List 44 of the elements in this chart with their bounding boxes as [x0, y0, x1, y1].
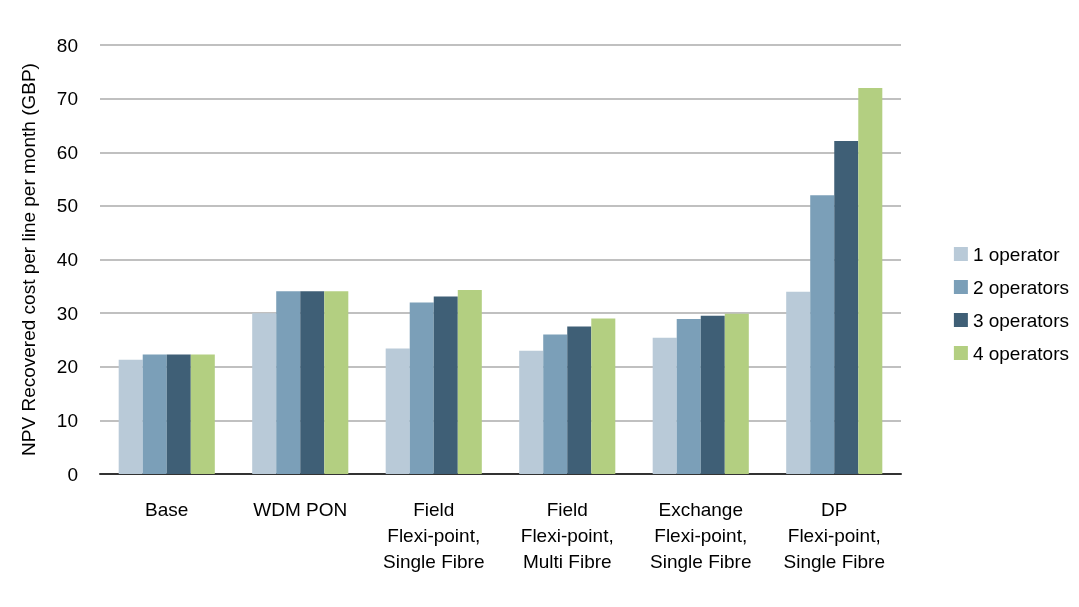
bar: [300, 291, 325, 474]
bar: [385, 348, 410, 474]
bar: [858, 87, 883, 474]
legend-label: 3 operators: [972, 309, 1070, 331]
bar: [676, 319, 701, 474]
bar: [433, 296, 458, 474]
bar: [166, 354, 191, 474]
legend-label: 1 operator: [972, 243, 1061, 265]
y-tick-label: 70: [56, 88, 78, 110]
x-tick-label: Base: [145, 498, 189, 520]
bar: [652, 337, 677, 474]
bar: [276, 291, 301, 474]
bar: [190, 354, 215, 474]
y-tick-label: 20: [56, 356, 78, 378]
y-tick-label: 40: [56, 249, 78, 270]
y-tick-label: 80: [56, 34, 78, 56]
x-tick-label: Exchange Flexi-point, Single Fibre: [650, 498, 752, 572]
y-tick-label: 0: [67, 463, 78, 485]
legend-label: 4 operators: [972, 342, 1070, 364]
y-axis-title: NPV Recovered cost per line per month (GBP): [18, 63, 39, 456]
bar: [118, 359, 143, 474]
bar: [834, 140, 859, 474]
bar: [810, 195, 835, 474]
y-tick-label: 30: [56, 302, 78, 324]
x-tick-label: Field Flexi-point, Single Fibre: [383, 498, 485, 572]
bar: [543, 334, 568, 474]
x-tick-label: WDM PON: [253, 498, 348, 520]
bar: [591, 318, 616, 474]
x-tick-label: Field Flexi-point, Multi Fibre: [520, 498, 614, 572]
bar: [457, 290, 482, 474]
bar: [519, 350, 544, 474]
bar: [142, 354, 167, 474]
bar: [724, 313, 749, 474]
y-tick-label: 60: [56, 141, 78, 163]
bar: [409, 302, 434, 474]
bar: [324, 291, 349, 474]
y-tick-label: 50: [56, 195, 78, 217]
bar: [252, 313, 277, 474]
bar: [567, 326, 592, 474]
bar: [700, 315, 725, 474]
x-tick-label: DP Flexi-point, Single Fibre: [783, 498, 885, 572]
y-tick-label: 10: [56, 409, 78, 431]
legend-label: 2 operators: [972, 276, 1070, 298]
bar: [786, 291, 811, 474]
